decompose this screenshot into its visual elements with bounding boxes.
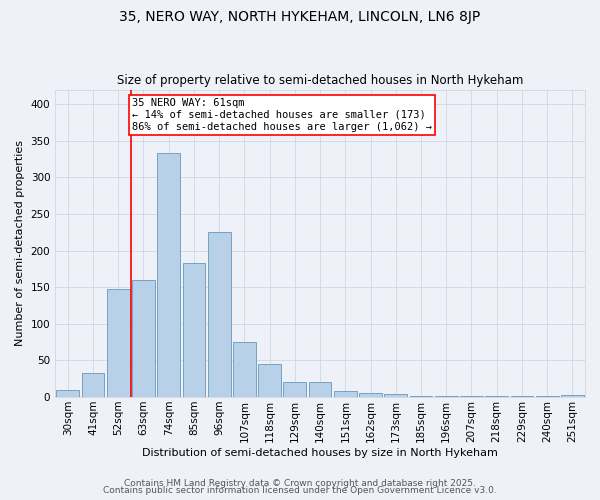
Bar xyxy=(233,342,256,397)
Bar xyxy=(56,390,79,397)
Bar xyxy=(410,396,433,397)
Text: 35, NERO WAY, NORTH HYKEHAM, LINCOLN, LN6 8JP: 35, NERO WAY, NORTH HYKEHAM, LINCOLN, LN… xyxy=(119,10,481,24)
Bar xyxy=(283,382,306,397)
Bar xyxy=(132,280,155,397)
Bar xyxy=(385,394,407,397)
Text: Contains HM Land Registry data © Crown copyright and database right 2025.: Contains HM Land Registry data © Crown c… xyxy=(124,478,476,488)
Bar xyxy=(157,153,180,397)
Bar xyxy=(536,396,559,397)
Bar xyxy=(208,232,230,397)
Bar xyxy=(334,391,356,397)
Bar xyxy=(485,396,508,397)
Bar xyxy=(511,396,533,397)
Bar xyxy=(460,396,483,397)
Bar xyxy=(258,364,281,397)
Bar xyxy=(359,392,382,397)
Text: Contains public sector information licensed under the Open Government Licence v3: Contains public sector information licen… xyxy=(103,486,497,495)
Bar xyxy=(561,395,584,397)
Bar xyxy=(309,382,331,397)
Text: 35 NERO WAY: 61sqm
← 14% of semi-detached houses are smaller (173)
86% of semi-d: 35 NERO WAY: 61sqm ← 14% of semi-detache… xyxy=(132,98,432,132)
Y-axis label: Number of semi-detached properties: Number of semi-detached properties xyxy=(15,140,25,346)
Bar xyxy=(82,373,104,397)
X-axis label: Distribution of semi-detached houses by size in North Hykeham: Distribution of semi-detached houses by … xyxy=(142,448,498,458)
Title: Size of property relative to semi-detached houses in North Hykeham: Size of property relative to semi-detach… xyxy=(117,74,523,87)
Bar xyxy=(435,396,458,397)
Bar xyxy=(182,263,205,397)
Bar xyxy=(107,288,130,397)
